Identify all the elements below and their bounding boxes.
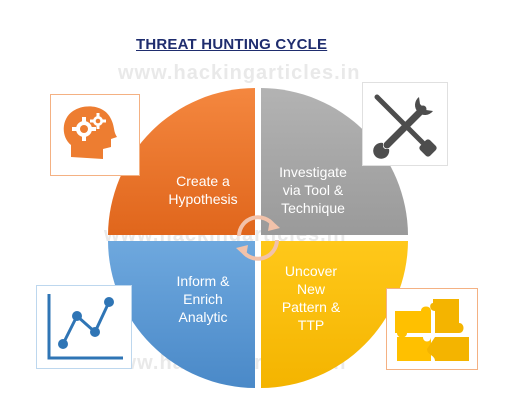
label-investigate: Investigate via Tool & Technique xyxy=(258,163,368,217)
label-line: Uncover xyxy=(284,263,338,279)
quadrant-uncover xyxy=(261,241,408,388)
label-line: Technique xyxy=(281,200,345,216)
quadrant-hypothesis xyxy=(108,88,255,235)
label-line: Pattern & xyxy=(281,299,341,315)
quadrant-inform xyxy=(108,241,255,388)
label-line: Inform & xyxy=(176,273,230,289)
puzzle-icon xyxy=(386,288,478,370)
head-gears-icon xyxy=(50,94,140,176)
label-line: Analytic xyxy=(178,309,228,325)
wrench-screwdriver-icon xyxy=(362,82,448,166)
label-hypothesis: Create a Hypothesis xyxy=(148,172,258,208)
label-inform: Inform & Enrich Analytic xyxy=(148,272,258,326)
diagram-title: THREAT HUNTING CYCLE xyxy=(136,36,328,53)
quadrant-investigate xyxy=(261,88,408,235)
label-line: TTP xyxy=(297,317,325,333)
label-line: Enrich xyxy=(183,291,223,307)
line-chart-icon xyxy=(36,285,132,369)
label-line: Hypothesis xyxy=(168,191,238,207)
watermark-text: www.hackingarticles.in xyxy=(118,62,361,84)
label-line: Create a xyxy=(176,173,230,189)
arrow-head-icon xyxy=(236,245,248,257)
label-line: New xyxy=(296,281,325,297)
label-line: Investigate xyxy=(279,164,347,180)
label-uncover: Uncover New Pattern & TTP xyxy=(256,262,366,334)
arrow-head-icon xyxy=(268,219,280,231)
label-line: via Tool & xyxy=(282,182,344,198)
